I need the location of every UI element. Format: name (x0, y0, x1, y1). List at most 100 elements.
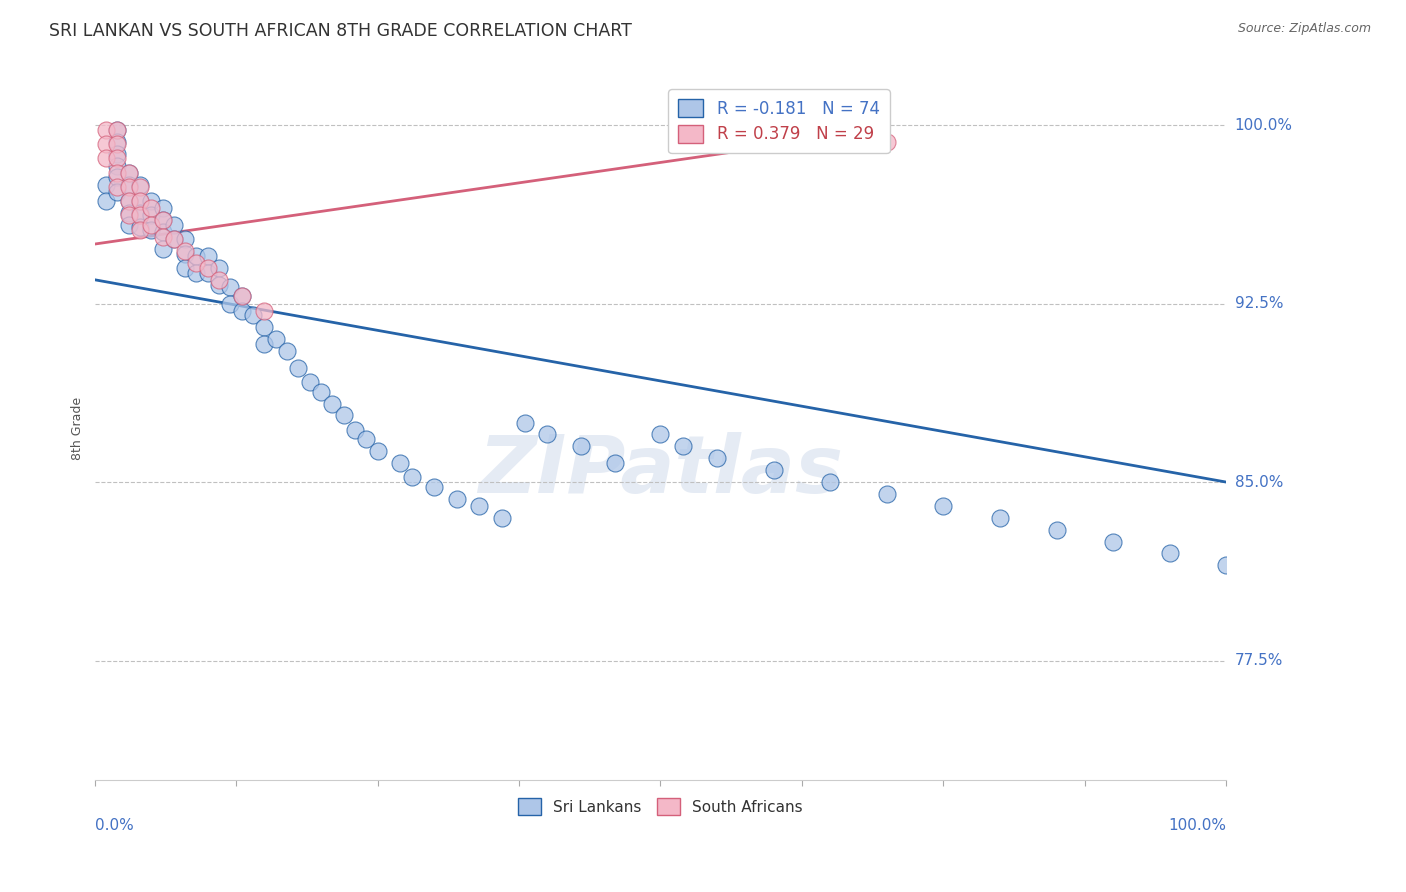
Point (94, 123, 117, 137)
Point (650, 427, 672, 442)
Point (208, 273, 231, 287)
Point (117, 166, 139, 180)
Point (152, 213, 174, 227)
Point (129, 180, 152, 194)
Text: 85.0%: 85.0% (1234, 475, 1282, 490)
Point (253, 320, 276, 334)
Point (253, 337, 276, 351)
Point (163, 218, 186, 232)
Point (208, 277, 231, 292)
Point (988, 510, 1011, 524)
Point (536, 427, 558, 442)
Point (1045, 523, 1067, 537)
Point (117, 166, 139, 180)
Point (141, 194, 163, 209)
Point (389, 456, 412, 470)
Legend: Sri Lankans, South Africans: Sri Lankans, South Africans (512, 792, 808, 822)
Text: 100.0%: 100.0% (1168, 818, 1226, 833)
Point (197, 249, 219, 263)
Point (219, 296, 242, 310)
Point (105, 123, 128, 137)
Point (117, 218, 139, 232)
Point (129, 220, 152, 235)
Point (94, 137, 117, 152)
Point (197, 266, 219, 280)
Point (186, 266, 208, 280)
Point (321, 396, 343, 410)
Point (152, 202, 174, 216)
Point (105, 170, 128, 185)
Point (129, 209, 152, 223)
Point (129, 206, 152, 220)
Point (152, 230, 174, 244)
Point (163, 232, 186, 246)
Point (219, 280, 242, 294)
Point (105, 166, 128, 180)
Point (105, 185, 128, 199)
Point (186, 249, 208, 263)
Point (105, 146, 128, 161)
Point (354, 432, 377, 446)
Point (105, 135, 128, 149)
Text: Source: ZipAtlas.com: Source: ZipAtlas.com (1237, 22, 1371, 36)
Point (468, 499, 491, 513)
Text: SRI LANKAN VS SOUTH AFRICAN 8TH GRADE CORRELATION CHART: SRI LANKAN VS SOUTH AFRICAN 8TH GRADE CO… (49, 22, 633, 40)
Point (309, 384, 332, 399)
Point (264, 332, 287, 346)
Text: 100.0%: 100.0% (1234, 118, 1292, 133)
Y-axis label: 8th Grade: 8th Grade (72, 397, 84, 460)
Point (876, 487, 898, 501)
Point (129, 194, 152, 209)
Point (253, 303, 276, 318)
Point (762, 463, 785, 477)
Point (672, 439, 695, 453)
Point (569, 439, 592, 453)
Point (367, 444, 389, 458)
Text: ZIPatlas: ZIPatlas (478, 432, 844, 509)
Point (129, 194, 152, 209)
Point (117, 194, 139, 209)
Point (513, 416, 536, 430)
Point (818, 475, 841, 489)
Point (762, 123, 785, 137)
Point (423, 480, 446, 494)
Point (242, 309, 264, 323)
Point (141, 209, 163, 223)
Point (129, 223, 152, 237)
Point (1159, 547, 1181, 561)
Point (105, 137, 128, 152)
Point (174, 246, 197, 260)
Point (129, 178, 152, 192)
Point (117, 180, 139, 194)
Point (605, 456, 627, 470)
Point (197, 260, 219, 275)
Point (94, 178, 117, 192)
Point (105, 152, 128, 166)
Point (491, 510, 513, 524)
Point (117, 209, 139, 223)
Point (298, 375, 321, 389)
Point (117, 178, 139, 192)
Point (94, 152, 117, 166)
Point (141, 218, 163, 232)
Point (141, 223, 163, 237)
Point (117, 206, 139, 220)
Point (332, 409, 354, 423)
Point (1102, 534, 1125, 549)
Point (401, 470, 423, 484)
Point (117, 194, 139, 209)
Point (174, 260, 197, 275)
Point (105, 180, 128, 194)
Point (152, 213, 174, 227)
Point (276, 344, 298, 359)
Point (1215, 558, 1237, 573)
Point (231, 289, 253, 303)
Point (231, 303, 253, 318)
Point (932, 499, 955, 513)
Point (446, 491, 468, 506)
Point (287, 360, 309, 375)
Point (231, 289, 253, 303)
Point (94, 194, 117, 209)
Point (174, 232, 197, 246)
Text: 92.5%: 92.5% (1234, 296, 1284, 311)
